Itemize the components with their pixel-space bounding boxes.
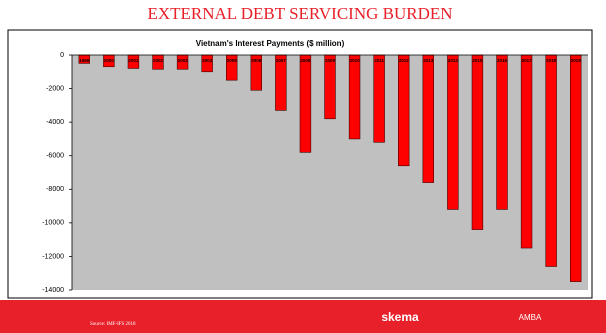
chart-title: Vietnam's Interest Payments ($ million) xyxy=(196,39,345,48)
x-tick-label: 2002 xyxy=(153,58,164,63)
y-tick-label: 0 xyxy=(60,52,64,59)
x-tick-label: 2016 xyxy=(497,58,508,63)
x-tick-label: 2005 xyxy=(227,58,238,63)
bar xyxy=(422,54,434,183)
x-tick-label: 2010 xyxy=(350,58,361,63)
y-tick-label: -14000 xyxy=(42,287,64,294)
x-tick-label: 2006 xyxy=(251,58,262,63)
logo: skema xyxy=(381,310,419,324)
bar xyxy=(471,54,484,230)
bar xyxy=(275,54,287,111)
bar xyxy=(299,54,312,153)
x-tick-label: 2009 xyxy=(325,58,336,63)
bar xyxy=(398,54,410,167)
x-tick-label: 2013 xyxy=(423,58,434,63)
source-note: Source: IMF-IFS 2018 xyxy=(90,322,136,327)
x-tick-label: 2001 xyxy=(128,58,139,63)
x-tick-label: 2017 xyxy=(522,58,533,63)
bar xyxy=(447,54,459,210)
x-tick-label: 2019 xyxy=(571,58,582,63)
y-tick-label: -4000 xyxy=(46,119,64,126)
x-tick-label: 2007 xyxy=(276,58,287,63)
x-tick-label: 2018 xyxy=(546,58,557,63)
slide-title: EXTERNAL DEBT SERVICING BURDEN xyxy=(147,4,452,23)
bar xyxy=(570,54,582,282)
bar xyxy=(496,54,508,210)
x-tick-label: 2015 xyxy=(472,58,483,63)
x-tick-label: 2004 xyxy=(202,58,213,63)
logo: AMBA xyxy=(519,313,542,322)
bar xyxy=(520,54,533,249)
x-tick-label: 2000 xyxy=(104,58,115,63)
bar xyxy=(324,54,336,120)
footer-band xyxy=(0,300,606,333)
x-tick-label: 1999 xyxy=(79,58,90,63)
y-tick-label: -8000 xyxy=(46,186,64,193)
x-tick-label: 2011 xyxy=(374,58,384,63)
y-tick-label: -12000 xyxy=(42,253,64,260)
bar xyxy=(373,54,385,143)
y-tick-label: -2000 xyxy=(46,85,64,92)
bar xyxy=(545,54,557,267)
bar xyxy=(348,54,361,140)
x-tick-label: 2008 xyxy=(300,58,311,63)
y-tick-label: -6000 xyxy=(46,153,64,160)
x-tick-label: 2012 xyxy=(399,58,410,63)
x-tick-label: 2003 xyxy=(178,58,189,63)
y-tick-label: -10000 xyxy=(42,220,64,227)
x-tick-label: 2014 xyxy=(448,58,459,63)
